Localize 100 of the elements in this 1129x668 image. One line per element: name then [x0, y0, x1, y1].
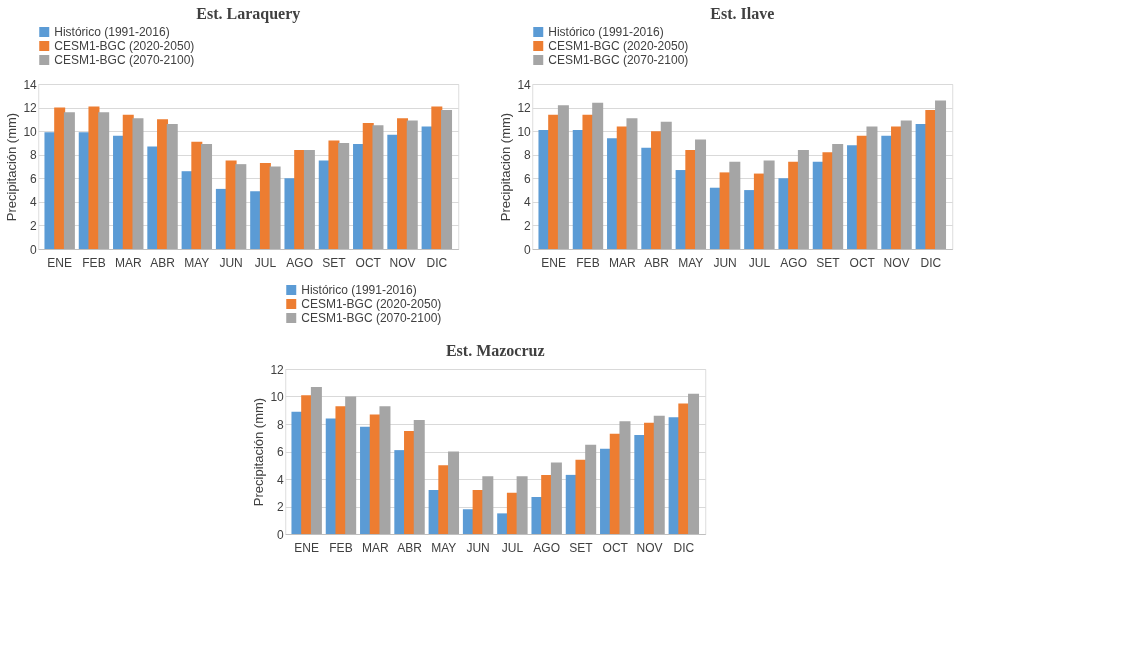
bar — [688, 393, 700, 534]
bar — [788, 161, 800, 249]
bar — [600, 448, 612, 534]
x-tick-label: OCT — [355, 255, 382, 270]
bar — [619, 421, 631, 534]
bar — [582, 114, 594, 249]
bar — [441, 109, 453, 249]
x-tick-label: AGO — [780, 255, 808, 270]
y-tick-label: 6 — [277, 445, 285, 459]
bar — [157, 119, 169, 249]
bar — [113, 135, 125, 249]
bar — [832, 144, 844, 249]
bar — [132, 118, 144, 249]
x-tick-label: FEB — [576, 255, 600, 270]
bar — [431, 106, 443, 249]
bar — [557, 105, 569, 249]
y-tick-label: 0 — [277, 527, 285, 542]
bar — [653, 415, 665, 534]
chart-title: Est. Ilave — [710, 5, 775, 22]
bar — [891, 126, 903, 249]
x-tick-label: MAY — [431, 540, 457, 555]
legend-label: CESM1-BGC (2020-2050) — [548, 39, 689, 53]
x-tick-label: SET — [816, 255, 841, 270]
y-tick-label: 6 — [524, 171, 532, 186]
y-tick-label: 0 — [30, 242, 38, 257]
y-tick-label: 8 — [524, 148, 532, 163]
y-tick-label: 2 — [30, 218, 38, 233]
bar — [303, 150, 315, 249]
bar — [744, 190, 756, 249]
legend-label: Histórico (1991-2016) — [54, 25, 170, 39]
x-tick-label: JUN — [219, 255, 243, 270]
bar — [866, 126, 878, 249]
bar — [301, 395, 313, 534]
bar — [506, 492, 518, 534]
bar — [88, 106, 100, 249]
chart-title: Est. Mazocruz — [445, 342, 545, 359]
bar — [538, 129, 550, 249]
x-tick-label: FEB — [329, 540, 353, 555]
bar — [191, 141, 203, 249]
bar — [548, 114, 560, 249]
bar — [335, 406, 347, 534]
bar — [328, 140, 340, 249]
x-tick-label: JUL — [748, 255, 771, 270]
y-tick-label: 8 — [30, 148, 38, 163]
bar — [678, 403, 690, 534]
bar — [394, 450, 406, 534]
x-tick-label: OCT — [602, 540, 629, 555]
x-tick-label: ABR — [150, 255, 176, 270]
bar — [413, 419, 425, 534]
x-tick-label: NOV — [389, 255, 416, 270]
x-tick-label: MAY — [184, 255, 210, 270]
bar — [353, 144, 365, 249]
bar — [438, 465, 450, 534]
x-tick-label: ABR — [644, 255, 670, 270]
y-axis-title: Precipitación (mm) — [251, 397, 267, 507]
bar — [797, 150, 809, 249]
y-tick-label: 12 — [270, 362, 285, 377]
x-tick-label: AGO — [533, 540, 561, 555]
bar — [651, 131, 663, 249]
y-tick-label: 8 — [277, 417, 285, 432]
y-tick-label: 4 — [30, 195, 38, 210]
y-tick-label: 4 — [524, 195, 532, 210]
x-tick-label: ABR — [397, 540, 423, 555]
y-tick-label: 14 — [517, 77, 532, 92]
bar — [310, 386, 322, 534]
bar — [763, 160, 775, 249]
y-tick-label: 12 — [23, 101, 38, 116]
bar — [44, 132, 56, 249]
bar — [397, 118, 409, 249]
bar — [235, 164, 247, 249]
legend-label: Histórico (1991-2016) — [301, 283, 417, 297]
bar — [63, 112, 75, 249]
bar — [881, 135, 893, 249]
bar — [269, 166, 281, 249]
x-tick-label: AGO — [286, 255, 314, 270]
y-tick-label: 10 — [270, 390, 285, 404]
x-tick-label: JUN — [466, 540, 490, 555]
bar — [379, 406, 391, 534]
y-tick-label: 0 — [524, 242, 532, 257]
bar — [294, 150, 306, 249]
bar — [641, 147, 653, 249]
y-tick-label: 10 — [517, 124, 532, 139]
bar — [372, 125, 384, 249]
y-tick-label: 12 — [517, 101, 532, 116]
x-tick-label: SET — [569, 540, 594, 555]
x-tick-label: MAR — [361, 540, 389, 555]
x-tick-label: MAR — [608, 255, 636, 270]
bar — [550, 462, 562, 534]
bar — [626, 118, 638, 249]
x-tick-label: ENE — [294, 540, 320, 555]
bar — [404, 430, 416, 534]
legend-label: CESM1-BGC (2020-2050) — [301, 297, 442, 311]
bar — [497, 513, 509, 534]
bar — [259, 162, 271, 249]
bar — [360, 426, 372, 534]
x-tick-label: MAY — [678, 255, 704, 270]
x-tick-label: JUN — [713, 255, 737, 270]
x-tick-label: ENE — [47, 255, 73, 270]
bar — [925, 109, 937, 249]
bar — [660, 121, 672, 249]
